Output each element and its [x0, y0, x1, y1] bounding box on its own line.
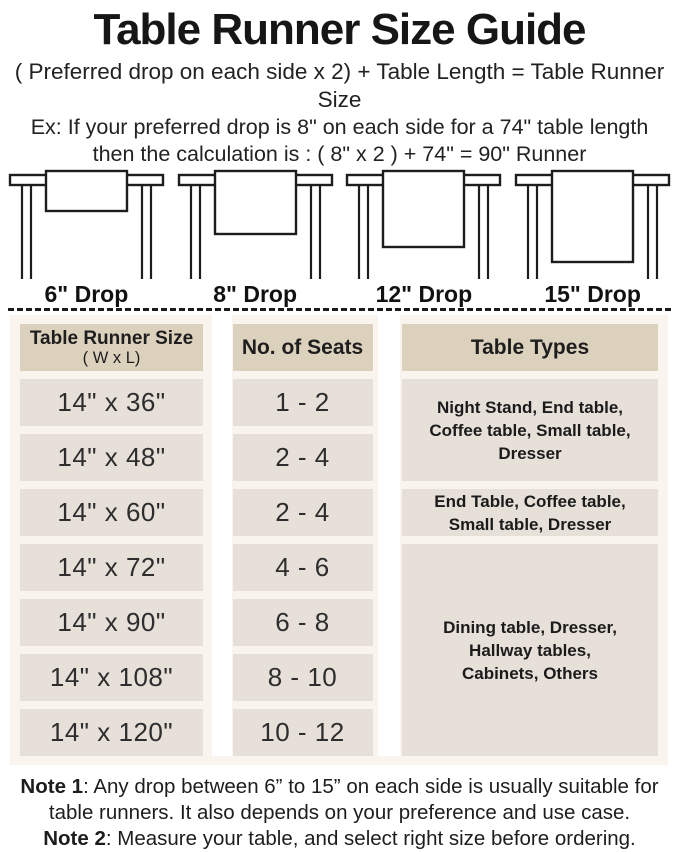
figure-12-inch-drop: 12" Drop	[340, 168, 509, 306]
size-formula-text: ( Preferred drop on each side x 2) + Tab…	[14, 59, 665, 112]
table-runner-12-drop-icon	[346, 169, 502, 279]
figure-label-15-drop: 15" Drop	[544, 281, 641, 307]
column-header-seats: No. of Seats	[232, 324, 373, 371]
table-types-cell-medium: End Table, Coffee table, Small table, Dr…	[402, 489, 658, 536]
column-header-runner-size-title: Table Runner Size	[29, 327, 194, 349]
runner-rect	[213, 169, 297, 236]
figure-6-inch-drop: 6" Drop	[2, 168, 171, 306]
seats-cell-row7: 10 - 12	[232, 709, 373, 756]
figure-label-12-drop: 12" Drop	[375, 281, 473, 307]
runner-rect	[550, 169, 635, 264]
column-header-runner-size: Table Runner Size ( W x L)	[20, 324, 203, 371]
runner-rect	[382, 169, 466, 249]
table-runner-15-drop-icon	[514, 169, 671, 279]
example-text-line2: then the calculation is : ( 8" x 2 ) + 7…	[92, 142, 587, 166]
column-header-runner-size-subtitle: ( W x L)	[82, 348, 141, 367]
seats-cell-row2: 2 - 4	[232, 434, 373, 481]
note-2-text: : Measure your table, and select right s…	[105, 827, 636, 850]
runner-rect	[44, 169, 129, 213]
note-2-label: Note 2	[43, 827, 106, 850]
size-cell-14x108: 14" x 108"	[20, 654, 203, 701]
table-types-cell-small: Night Stand, End table, Coffee table, Sm…	[402, 379, 658, 481]
size-cell-14x36: 14" x 36"	[20, 379, 203, 426]
note-1-line-1: Note 1: Any drop between 6” to 15” on ea…	[0, 774, 679, 800]
drop-figures-row: 6" Drop 8" Drop 12" Drop	[0, 168, 679, 306]
seats-cell-row3: 2 - 4	[232, 489, 373, 536]
table-runner-6-drop-icon	[8, 169, 165, 279]
note-1-line-2: table runners. It also depends on your p…	[48, 801, 631, 824]
seats-cell-row4: 4 - 6	[232, 544, 373, 591]
example-text-line1: Ex: If your preferred drop is 8" on each…	[30, 115, 649, 139]
figure-label-6-drop: 6" Drop	[44, 281, 129, 307]
size-cell-14x90: 14" x 90"	[20, 599, 203, 646]
note-1-text-a: : Any drop between 6” to 15” on each sid…	[83, 775, 659, 798]
seats-cell-row6: 8 - 10	[232, 654, 373, 701]
note-1-label: Note 1	[20, 775, 84, 798]
table-runner-8-drop-icon	[177, 169, 333, 279]
column-header-table-types: Table Types	[402, 324, 658, 371]
seats-cell-row5: 6 - 8	[232, 599, 373, 646]
notes-section: Note 1: Any drop between 6” to 15” on ea…	[0, 774, 679, 852]
column-gutter	[212, 315, 232, 756]
figure-label-8-drop: 8" Drop	[213, 281, 297, 307]
dashed-divider	[8, 308, 671, 311]
size-guide-table: Table Runner Size ( W x L) No. of Seats …	[10, 315, 668, 765]
size-cell-14x48: 14" x 48"	[20, 434, 203, 481]
size-cell-14x120: 14" x 120"	[20, 709, 203, 756]
seats-cell-row1: 1 - 2	[232, 379, 373, 426]
size-cell-14x72: 14" x 72"	[20, 544, 203, 591]
figure-8-inch-drop: 8" Drop	[171, 168, 340, 306]
note-2-line: Note 2: Measure your table, and select r…	[0, 826, 679, 852]
size-grid: Table Runner Size ( W x L) No. of Seats …	[20, 324, 658, 756]
page-title: Table Runner Size Guide	[93, 5, 586, 54]
size-cell-14x60: 14" x 60"	[20, 489, 203, 536]
figure-15-inch-drop: 15" Drop	[508, 168, 677, 306]
table-types-cell-large: Dining table, Dresser, Hallway tables, C…	[402, 544, 658, 756]
column-gutter	[378, 315, 400, 756]
